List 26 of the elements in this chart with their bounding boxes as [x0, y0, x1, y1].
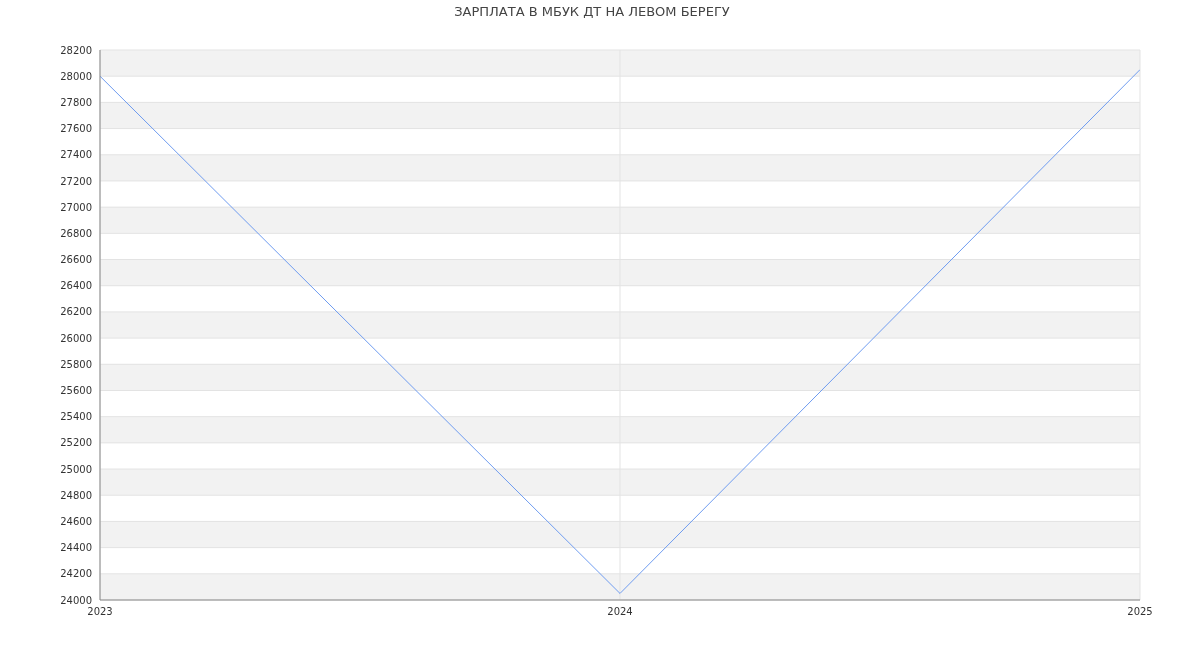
y-tick-label: 27400	[60, 149, 92, 161]
y-tick-label: 26400	[60, 280, 92, 292]
y-tick-label: 27800	[60, 96, 92, 108]
y-tick-label: 26000	[60, 332, 92, 344]
y-tick-label: 26800	[60, 227, 92, 239]
y-tick-label: 27200	[60, 175, 92, 187]
y-tick-label: 25000	[60, 463, 92, 475]
y-tick-label: 25600	[60, 385, 92, 397]
x-tick-label: 2024	[607, 606, 633, 618]
y-tick-label: 25800	[60, 358, 92, 370]
y-tick-label: 27600	[60, 123, 92, 135]
y-tick-label: 25400	[60, 411, 92, 423]
y-tick-label: 24800	[60, 489, 92, 501]
y-tick-label: 24200	[60, 568, 92, 580]
y-tick-label: 25200	[60, 437, 92, 449]
x-tick-label: 2023	[87, 606, 113, 618]
y-tick-label: 28200	[60, 44, 92, 56]
y-tick-label: 24400	[60, 542, 92, 554]
y-tick-label: 26600	[60, 254, 92, 266]
y-tick-label: 24000	[60, 594, 92, 606]
chart-title: ЗАРПЛАТА В МБУК ДТ НА ЛЕВОМ БЕРЕГУ	[453, 3, 731, 21]
y-tick-label: 26200	[60, 306, 92, 318]
x-tick-label: 2025	[1127, 606, 1153, 618]
y-tick-label: 24600	[60, 515, 92, 527]
y-tick-label: 27000	[60, 201, 92, 213]
y-tick-label: 28000	[60, 70, 92, 82]
